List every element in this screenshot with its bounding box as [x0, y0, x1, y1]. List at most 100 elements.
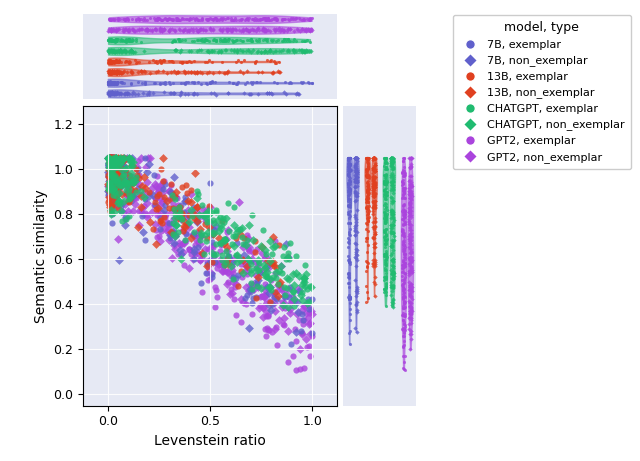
Point [257, 266, 268, 273]
Point [108, 185, 118, 193]
Point [114, 90, 124, 97]
Point [152, 17, 162, 24]
Point [241, 262, 252, 270]
Point [277, 17, 287, 24]
Point [157, 16, 167, 24]
Point [262, 37, 272, 45]
Point [119, 46, 129, 53]
Point [362, 186, 372, 194]
Point [111, 47, 122, 54]
Point [106, 47, 116, 54]
Point [269, 26, 280, 34]
Point [271, 274, 281, 282]
Point [271, 59, 281, 66]
Point [117, 190, 127, 198]
Point [399, 325, 409, 332]
Point [207, 47, 217, 55]
Point [208, 230, 218, 238]
Point [399, 270, 410, 277]
Point [119, 154, 129, 162]
Point [387, 242, 397, 250]
Point [136, 67, 147, 75]
Point [351, 240, 361, 248]
Point [103, 78, 113, 86]
Point [138, 89, 148, 96]
Point [344, 230, 354, 237]
Point [136, 192, 147, 200]
Point [120, 154, 130, 162]
Point [105, 69, 115, 77]
Point [387, 211, 397, 218]
Point [120, 16, 131, 24]
Point [398, 230, 408, 237]
Point [173, 228, 183, 235]
Point [269, 289, 279, 296]
Point [345, 327, 355, 334]
Point [399, 233, 409, 241]
Point [193, 211, 204, 218]
Point [351, 192, 362, 200]
Point [127, 69, 137, 77]
Point [116, 173, 126, 180]
Point [115, 37, 125, 44]
Point [404, 236, 414, 243]
Point [398, 294, 408, 301]
Point [159, 25, 169, 33]
Point [299, 15, 309, 22]
Point [345, 167, 355, 175]
Point [226, 17, 236, 24]
Point [405, 225, 415, 232]
Point [189, 89, 199, 97]
Point [186, 198, 196, 206]
Point [388, 274, 398, 281]
Point [109, 36, 119, 43]
Point [106, 69, 116, 77]
Point [381, 269, 391, 277]
Point [246, 288, 256, 295]
Point [397, 268, 408, 276]
Point [254, 35, 264, 43]
Point [381, 163, 391, 171]
Point [214, 260, 225, 267]
Point [106, 179, 116, 187]
Point [178, 227, 188, 235]
Point [196, 46, 206, 53]
Point [284, 327, 294, 334]
Point [351, 288, 361, 295]
Point [107, 154, 117, 162]
Point [262, 14, 273, 22]
Point [234, 16, 244, 24]
Point [108, 192, 118, 200]
Point [345, 154, 355, 162]
Point [112, 154, 122, 162]
Point [388, 197, 398, 205]
Point [110, 57, 120, 64]
Point [351, 157, 362, 165]
Point [180, 68, 191, 76]
Point [104, 79, 115, 87]
Point [109, 37, 120, 44]
Point [345, 179, 355, 186]
Point [108, 154, 118, 162]
Point [107, 79, 117, 86]
Point [381, 262, 391, 269]
Point [124, 154, 134, 162]
Point [109, 48, 119, 56]
Point [246, 35, 256, 43]
Point [177, 59, 188, 66]
Point [157, 210, 167, 217]
Point [195, 26, 205, 34]
Point [155, 201, 165, 208]
Point [107, 167, 117, 174]
Point [264, 290, 274, 297]
Point [380, 154, 390, 162]
Point [106, 89, 116, 96]
Point [387, 162, 397, 170]
Point [352, 308, 362, 315]
Point [110, 163, 120, 171]
Point [124, 27, 134, 35]
Point [140, 26, 150, 33]
Point [237, 47, 248, 55]
Point [226, 15, 236, 22]
Point [344, 183, 355, 190]
